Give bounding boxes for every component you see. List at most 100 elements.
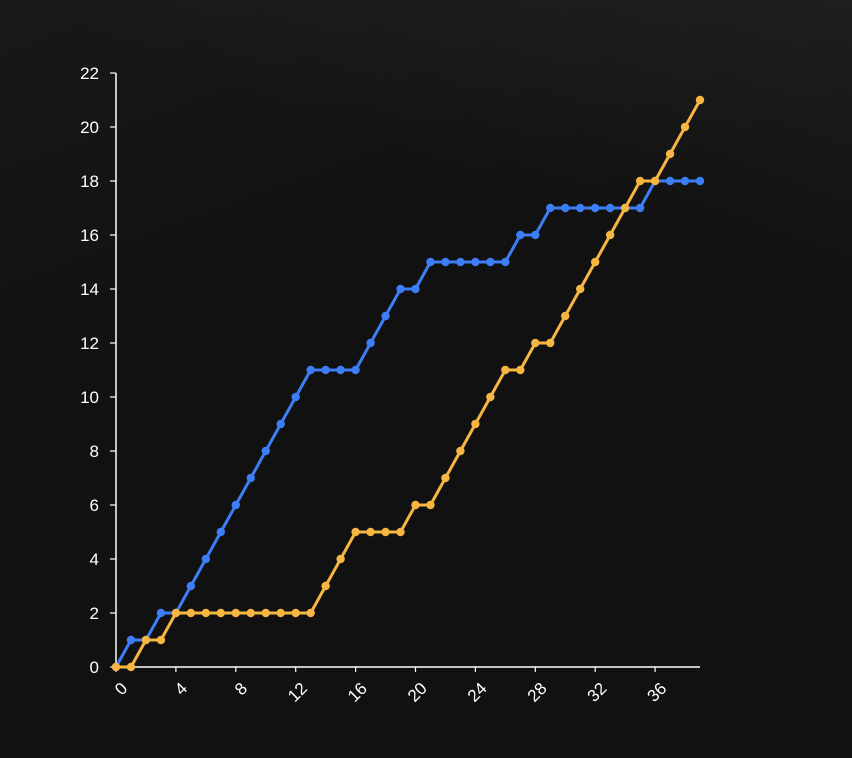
series-1-point xyxy=(546,203,555,213)
x-tick-label: 12 xyxy=(284,679,311,706)
series-2-point xyxy=(471,419,480,429)
series-2-point xyxy=(650,176,660,186)
series-2-point xyxy=(426,500,435,510)
x-tick-label: 28 xyxy=(524,679,551,706)
series-2-point xyxy=(201,608,211,618)
series-1-point xyxy=(441,257,450,267)
series-1-point xyxy=(291,392,300,402)
series-1-point xyxy=(366,338,375,348)
series-1-point xyxy=(501,257,510,267)
series-1-point xyxy=(306,365,315,375)
series-2-point xyxy=(231,608,240,618)
series-1-point xyxy=(695,176,705,186)
series-2-point xyxy=(171,608,181,618)
y-tick-label: 6 xyxy=(90,496,99,515)
series-2-point xyxy=(366,527,375,537)
series-2-point xyxy=(291,608,300,618)
series-2-point xyxy=(411,500,420,510)
series-2-point xyxy=(680,122,690,132)
x-tick-label: 20 xyxy=(404,679,431,706)
series-2-point xyxy=(351,527,360,537)
y-tick-label: 4 xyxy=(90,550,99,569)
y-tick-label: 16 xyxy=(80,226,99,245)
series-2-point xyxy=(501,365,510,375)
x-tick-label: 36 xyxy=(644,679,671,706)
series-1-point xyxy=(590,203,600,213)
series-2-point xyxy=(590,257,600,267)
y-tick-label: 8 xyxy=(90,442,99,461)
series-1-point xyxy=(126,635,136,645)
series-1-point xyxy=(576,203,585,213)
series-2-point xyxy=(111,662,121,672)
series-1-point xyxy=(665,176,675,186)
y-tick-label: 22 xyxy=(80,64,99,83)
series-1-point xyxy=(680,176,690,186)
series-2-point xyxy=(336,554,345,564)
series-2-point xyxy=(695,95,705,105)
series-1-point xyxy=(411,284,420,294)
series-2-point xyxy=(605,230,615,240)
y-tick-label: 14 xyxy=(80,280,99,299)
series-1-line xyxy=(114,179,702,669)
series-1-point xyxy=(516,230,525,240)
series-1 xyxy=(111,176,705,672)
series-2-point xyxy=(531,338,540,348)
series-1-point xyxy=(216,527,226,537)
series-1-point xyxy=(351,365,360,375)
series-1-point xyxy=(396,284,405,294)
series-2-point xyxy=(216,608,226,618)
y-tick-label: 10 xyxy=(80,388,99,407)
series-1-point xyxy=(231,500,240,510)
series-2-point xyxy=(126,662,136,672)
series-1-point xyxy=(261,446,270,456)
x-tick-label: 16 xyxy=(344,679,371,706)
series-1-point xyxy=(186,581,196,591)
series-1-point xyxy=(201,554,211,564)
series-1-point xyxy=(605,203,615,213)
series-1-point xyxy=(486,257,495,267)
series-2-point xyxy=(546,338,555,348)
series-2-point xyxy=(261,608,270,618)
y-tick-label: 18 xyxy=(80,172,99,191)
series-2-point xyxy=(620,203,630,213)
series-2-point xyxy=(665,149,675,159)
series-2-line xyxy=(114,98,702,669)
series-2-point xyxy=(576,284,585,294)
series-2-point xyxy=(441,473,450,483)
series-2-point xyxy=(561,311,570,321)
series-2-point xyxy=(321,581,330,591)
y-tick-label: 2 xyxy=(90,604,99,623)
series-2-point xyxy=(486,392,495,402)
x-tick-label: 0 xyxy=(111,679,131,699)
series-2-point xyxy=(156,635,166,645)
series-2-point xyxy=(456,446,465,456)
series-2 xyxy=(111,95,705,672)
series-1-point xyxy=(531,230,540,240)
series-1-point xyxy=(381,311,390,321)
x-tick-label: 4 xyxy=(171,679,191,699)
series-1-point xyxy=(456,257,465,267)
series-1-point xyxy=(561,203,570,213)
series-2-point xyxy=(141,635,151,645)
series-1-point xyxy=(246,473,255,483)
x-tick-label: 32 xyxy=(584,679,611,706)
series-1-point xyxy=(156,608,166,618)
series-1-point xyxy=(426,257,435,267)
series-1-point xyxy=(276,419,285,429)
x-tick-label: 8 xyxy=(231,679,251,699)
y-tick-label: 20 xyxy=(80,118,99,137)
series-1-point xyxy=(321,365,330,375)
series-2-point xyxy=(276,608,285,618)
series-1-point xyxy=(336,365,345,375)
series-2-point xyxy=(516,365,525,375)
x-tick-label: 24 xyxy=(464,679,491,706)
series-layer xyxy=(111,95,705,672)
series-2-point xyxy=(246,608,255,618)
series-2-point xyxy=(306,608,315,618)
y-tick-label: 12 xyxy=(80,334,99,353)
series-2-point xyxy=(396,527,405,537)
series-2-point xyxy=(381,527,390,537)
